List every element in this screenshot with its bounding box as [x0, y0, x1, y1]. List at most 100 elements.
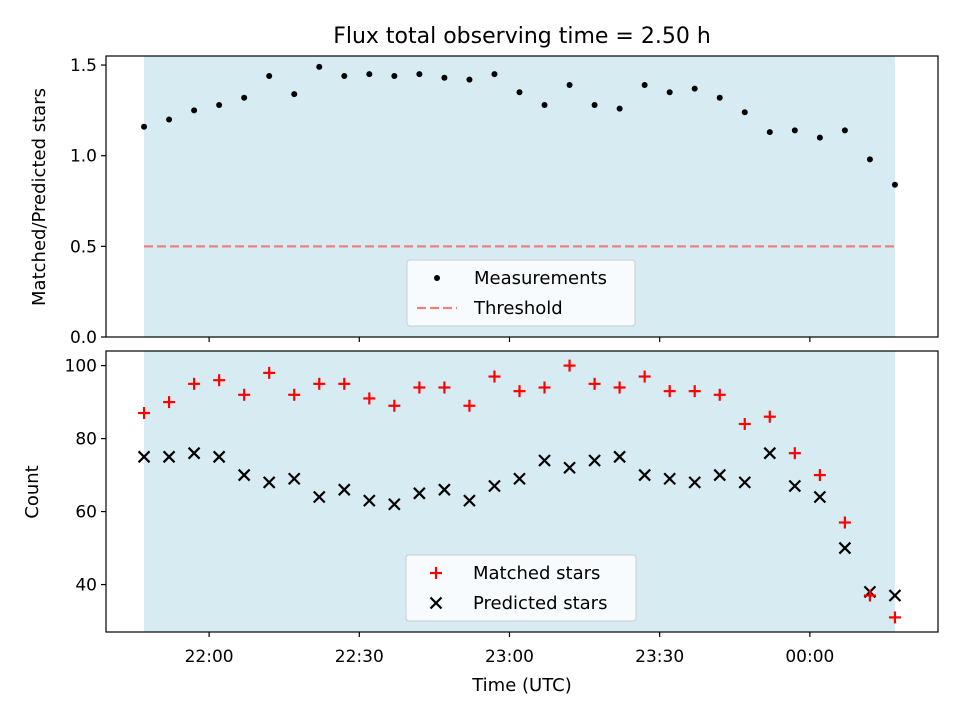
predicted-star-point	[513, 472, 526, 486]
predicted-star-point	[613, 450, 626, 464]
legend-measurements-marker	[434, 275, 440, 281]
matched-star-point	[838, 516, 851, 529]
measurement-point	[716, 94, 723, 101]
predicted-star-point	[688, 476, 701, 489]
predicted-star-point	[187, 446, 201, 460]
bottom-y-tick-label: 100	[65, 357, 97, 377]
matched-star-point	[213, 374, 226, 387]
measurement-point	[141, 123, 148, 130]
predicted-star-point	[888, 589, 902, 602]
top-y-tick-label: 0.5	[70, 237, 97, 257]
bottom-x-ticks: 22:00 22:30 23:00 23:30 00:00	[185, 632, 834, 667]
matched-star-point	[738, 417, 751, 430]
predicted-star-point	[563, 461, 576, 475]
matched-star-point	[313, 377, 326, 390]
predicted-star-point	[763, 446, 777, 460]
matched-star-point	[163, 396, 176, 409]
matched-star-point	[638, 370, 651, 383]
predicted-star-point	[388, 497, 401, 511]
x-tick-label: 22:00	[185, 647, 234, 667]
measurement-point	[366, 71, 373, 78]
matched-star-point	[688, 385, 701, 398]
x-tick-label: 23:00	[485, 647, 534, 667]
legend-x-glyph	[429, 596, 443, 610]
predicted-star-point	[463, 494, 476, 507]
matched-star-point	[613, 381, 626, 394]
measurement-point	[591, 101, 598, 108]
matched-star-point	[388, 399, 401, 412]
predicted-star-point	[212, 450, 226, 464]
matched-star-point	[288, 388, 301, 401]
predicted-star-point	[488, 479, 501, 493]
top-panel-frame	[105, 55, 939, 338]
top-y-ticks: 0.0 0.5 1.0 1.5	[70, 56, 106, 348]
matched-star-point	[138, 407, 151, 420]
x-tick-label: 00:00	[785, 647, 834, 667]
matched-star-point	[663, 385, 676, 398]
predicted-star-point	[738, 476, 752, 489]
legend-predicted-label: Predicted stars	[473, 593, 607, 614]
legend-matched-label: Matched stars	[473, 563, 600, 584]
bottom-y-axis-label: Count	[22, 465, 43, 518]
measurement-point	[491, 71, 498, 78]
predicted-star-point	[338, 483, 351, 496]
measurement-point	[641, 82, 648, 89]
measurement-point	[516, 89, 523, 96]
x-tick-label: 23:30	[635, 647, 684, 667]
predicted-star-point	[162, 450, 176, 464]
matched-star-point	[338, 377, 351, 390]
measurement-point	[466, 76, 473, 83]
matched-star-point	[763, 410, 776, 423]
predicted-star-point	[713, 468, 727, 482]
predicted-star-point	[813, 490, 827, 504]
x-tick-label: 22:30	[335, 647, 384, 667]
predicted-star-point	[287, 472, 301, 486]
predicted-star-point	[312, 490, 326, 504]
matched-star-point	[263, 366, 276, 379]
predicted-star-point	[638, 468, 651, 482]
bottom-y-tick-label: 80	[75, 430, 97, 450]
predicted-star-point	[237, 468, 251, 482]
measurement-point	[241, 94, 248, 101]
legend-matched-marker	[430, 567, 442, 579]
measurement-point	[441, 74, 448, 81]
measurement-point	[416, 71, 423, 78]
matched-star-point	[488, 370, 501, 383]
measurement-points	[141, 63, 898, 188]
matched-star-point	[713, 388, 726, 401]
x-axis-label: Time (UTC)	[471, 675, 572, 696]
matched-star-point	[363, 392, 376, 405]
measurement-point	[166, 116, 173, 123]
predicted-star-point	[137, 450, 151, 464]
bottom-legend-box	[405, 554, 637, 622]
measurement-point	[191, 107, 198, 114]
measurement-point	[291, 91, 298, 98]
legend-threshold-label: Threshold	[473, 298, 563, 319]
measurement-point	[691, 85, 698, 92]
measurement-point	[791, 127, 798, 134]
matched-star-point	[888, 611, 901, 624]
measurement-point	[316, 63, 323, 70]
predicted-star-point	[838, 541, 852, 555]
measurement-point	[866, 156, 873, 163]
measurement-point	[841, 127, 848, 134]
matched-star-point	[538, 381, 551, 394]
measurement-point	[741, 109, 748, 116]
legend-plus-glyph	[430, 567, 442, 579]
measurement-point	[341, 72, 348, 79]
bottom-y-tick-label: 60	[75, 503, 97, 523]
matched-star-point	[413, 381, 426, 394]
matched-star-point	[863, 589, 876, 602]
measurement-point	[391, 72, 398, 79]
predicted-star-point	[363, 494, 376, 507]
matched-star-point	[813, 469, 826, 482]
measurement-point	[816, 134, 823, 141]
top-y-tick-label: 1.0	[70, 147, 97, 167]
top-legend: Measurements Threshold	[406, 259, 636, 327]
top-y-axis-label: Matched/Predicted stars	[29, 88, 50, 306]
bottom-legend: Matched stars Predicted stars	[405, 554, 637, 622]
bottom-y-ticks: 40 60 80 100	[65, 357, 106, 596]
top-y-tick-label: 0.0	[70, 328, 97, 348]
measurement-point	[266, 72, 273, 79]
